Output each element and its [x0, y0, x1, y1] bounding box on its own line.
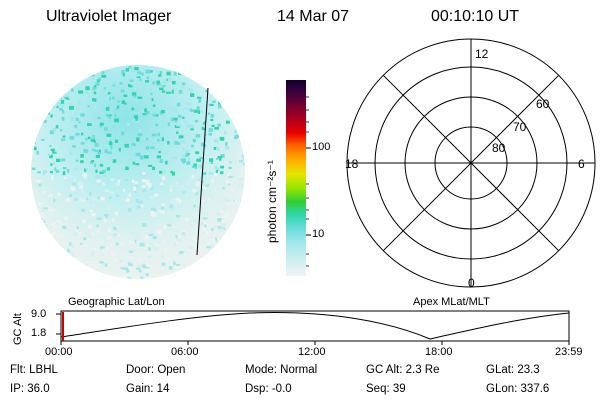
ip-info: IP: 36.0 [10, 383, 50, 395]
glon-info: GLon: 337.6 [486, 383, 550, 395]
colorbar-unit-label: photon cm⁻²s⁻¹ [265, 160, 279, 243]
xtick-label-0600: 06:00 [171, 346, 199, 358]
colorbar-label-100: 100 [312, 141, 331, 153]
colorbar-label-10: 10 [312, 228, 325, 240]
xtick-label-1200: 12:00 [298, 346, 326, 358]
mlat-label-60: 60 [536, 97, 550, 111]
ytick-label-9: 9.0 [31, 308, 47, 320]
door-info: Door: Open [126, 364, 186, 376]
current-time-marker [62, 312, 64, 341]
timeline-axis-label: GC Alt [12, 313, 24, 345]
observation-time: 00:10:10 UT [431, 8, 520, 25]
timeline-right-title: Apex MLat/MLT [413, 296, 490, 308]
mlt-label-0: 0 [468, 276, 475, 290]
timeline-x-ticks [60, 341, 570, 345]
colorbar-minor-ticks [306, 96, 309, 267]
xtick-label-1800: 18:00 [425, 346, 453, 358]
altitude-curve [60, 312, 570, 340]
uv-image-disk [31, 65, 245, 279]
mlt-label-6: 6 [578, 157, 585, 171]
mode-info: Mode: Normal [245, 364, 318, 376]
filter-info: Flt: LBHL [10, 364, 58, 376]
mlat-label-80: 80 [492, 141, 506, 155]
dsp-info: Dsp: -0.0 [245, 383, 292, 395]
mlat-label-70: 70 [513, 120, 527, 134]
terminator-line [196, 87, 209, 256]
timeline-panel [56, 310, 570, 345]
xtick-label-0000: 00:00 [45, 346, 73, 358]
observation-date: 14 Mar 07 [277, 8, 350, 25]
polar-grid [346, 38, 596, 288]
gain-info: Gain: 14 [126, 383, 170, 395]
mlt-label-12: 12 [475, 47, 489, 61]
gc-altitude-info: GC Alt: 2.3 Re [366, 364, 440, 376]
ytick-label-1.8: 1.8 [31, 327, 47, 339]
xtick-label-2359: 23:59 [555, 346, 583, 358]
instrument-title: Ultraviolet Imager [46, 8, 172, 25]
mlt-label-18: 18 [345, 157, 359, 171]
sequence-info: Seq: 39 [366, 383, 406, 395]
glat-info: GLat: 23.3 [486, 364, 540, 376]
colorbar [286, 80, 306, 276]
timeline-left-title: Geographic Lat/Lon [68, 296, 165, 308]
